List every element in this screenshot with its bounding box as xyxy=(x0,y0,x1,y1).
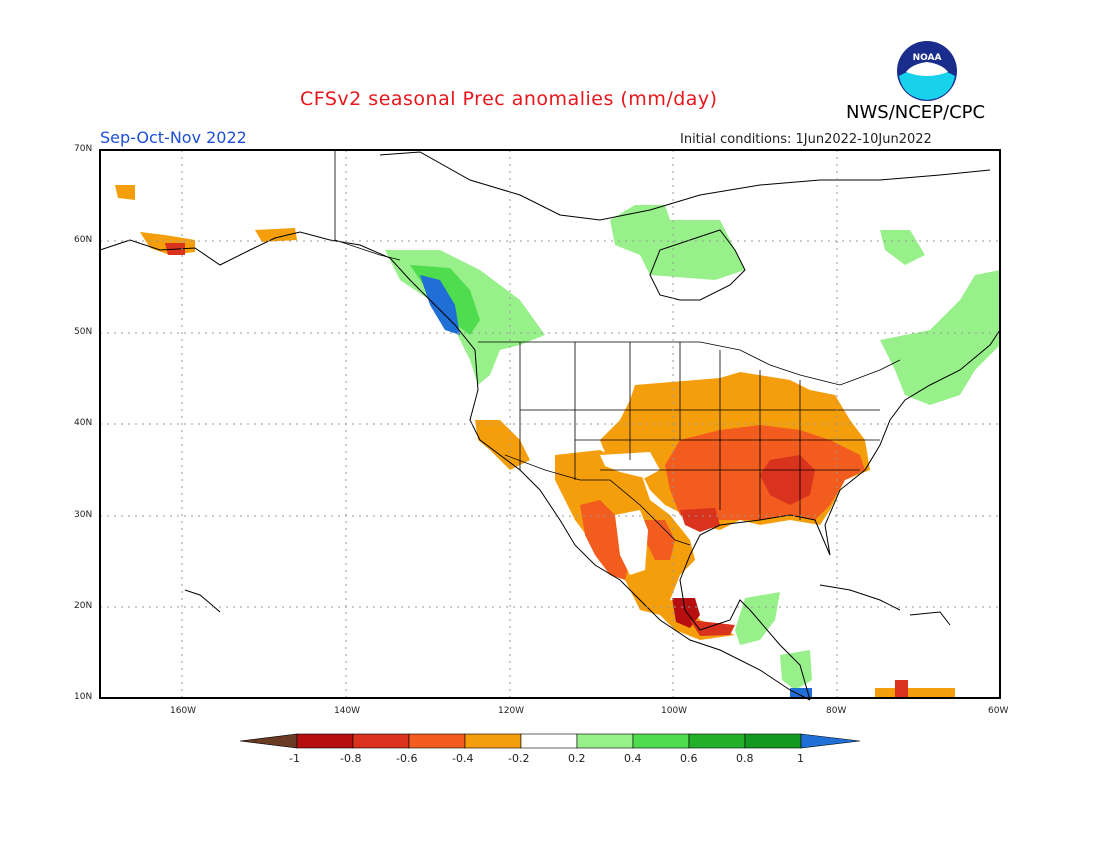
colorbar-label: -0.6 xyxy=(396,752,418,765)
lat-label: 40N xyxy=(74,418,93,428)
anomaly-alaska-3 xyxy=(115,185,135,200)
border-layer xyxy=(334,150,901,546)
lat-label: 20N xyxy=(74,601,93,611)
colorbar-bin xyxy=(744,733,802,749)
anomaly-southwest-us-2 xyxy=(475,420,530,470)
gulf-coast xyxy=(679,329,1001,701)
colorbar-bin xyxy=(688,733,746,749)
colorbar-bin xyxy=(520,733,578,749)
anomaly-venezuela-red xyxy=(895,680,908,698)
colorbar-label: -1 xyxy=(289,752,300,765)
lon-label: 80W xyxy=(826,706,847,716)
colorbar-label: 0.2 xyxy=(568,752,586,765)
hawaii xyxy=(184,589,221,613)
anomaly-centralamerica xyxy=(780,650,812,690)
anomaly-nw-mexico-red xyxy=(580,500,630,580)
north-america-coast xyxy=(99,231,811,701)
coastline-layer xyxy=(99,151,1001,701)
anomaly-venezuela xyxy=(875,688,955,698)
lon-label: 160W xyxy=(170,706,197,716)
anomaly-alaska-2 xyxy=(255,228,297,242)
chart-title: CFSv2 seasonal Prec anomalies (mm/day) xyxy=(300,88,718,110)
us-mexico-border xyxy=(504,454,691,546)
lat-label: 30N xyxy=(74,510,93,520)
state-lines xyxy=(519,342,880,520)
anomaly-gulf-dark xyxy=(760,455,815,505)
lon-label: 100W xyxy=(661,706,688,716)
anomaly-texas-dark xyxy=(680,508,720,532)
colorbar-label: 0.8 xyxy=(736,752,754,765)
colorbar-label: 0.6 xyxy=(680,752,698,765)
anomaly-neutral-1 xyxy=(600,452,660,478)
anomaly-labrador xyxy=(880,230,925,265)
grid-layer xyxy=(100,150,1000,698)
colorbar-label: 0.4 xyxy=(624,752,642,765)
colorbar-label: -0.2 xyxy=(508,752,530,765)
anomaly-neutral-2 xyxy=(615,510,648,575)
hudson-bay xyxy=(649,229,746,301)
lon-label: 60W xyxy=(988,706,1009,716)
anomaly-mexico-red xyxy=(640,520,675,560)
colorbar-bin xyxy=(408,733,466,749)
lat-label: 50N xyxy=(74,327,93,337)
agency-label: NWS/NCEP/CPC xyxy=(846,102,986,123)
hispaniola xyxy=(909,611,951,626)
anomaly-hudson xyxy=(610,205,745,280)
colorbar-bin xyxy=(352,733,410,749)
colorbar-label: -0.4 xyxy=(452,752,474,765)
colorbar-bin xyxy=(632,733,690,749)
colorbar-label: 1 xyxy=(797,752,804,765)
colorbar xyxy=(239,733,861,749)
anomaly-layer xyxy=(115,185,1000,698)
cuba xyxy=(819,584,901,611)
anomaly-northeast xyxy=(880,270,1000,405)
colorbar-bin xyxy=(576,733,634,749)
lon-label: 120W xyxy=(498,706,525,716)
arctic-coast xyxy=(379,151,991,221)
map-frame xyxy=(99,149,1001,699)
lat-label: 60N xyxy=(74,235,93,245)
colorbar-label: -0.8 xyxy=(340,752,362,765)
colorbar-bin xyxy=(464,733,522,749)
colorbar-arrow-right xyxy=(800,733,861,749)
colorbar-arrow-left xyxy=(239,733,298,749)
lat-label: 70N xyxy=(74,144,93,154)
lat-label: 10N xyxy=(74,692,93,702)
noaa-logo-text: NOAA xyxy=(913,53,942,63)
lon-label: 140W xyxy=(334,706,361,716)
noaa-logo: NOAA xyxy=(896,40,958,102)
colorbar-bin xyxy=(296,733,354,749)
anomaly-smexico-red2 xyxy=(690,620,735,636)
alaska-border xyxy=(334,150,401,261)
anomaly-panama-blue xyxy=(790,688,812,698)
initial-conditions-label: Initial conditions: 1Jun2022-10Jun2022 xyxy=(680,132,932,147)
season-label: Sep-Oct-Nov 2022 xyxy=(100,128,247,147)
canada-us-border xyxy=(478,341,901,386)
